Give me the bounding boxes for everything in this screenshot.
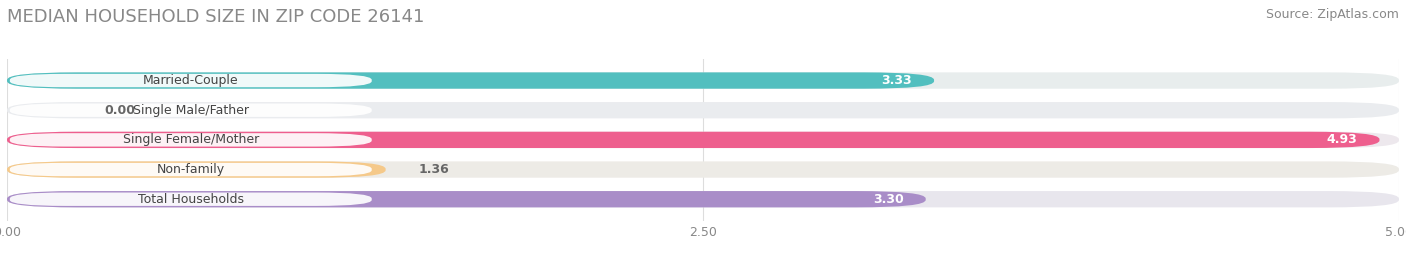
Text: Non-family: Non-family — [156, 163, 225, 176]
FancyBboxPatch shape — [7, 161, 1399, 178]
Text: Source: ZipAtlas.com: Source: ZipAtlas.com — [1265, 8, 1399, 21]
FancyBboxPatch shape — [10, 193, 371, 206]
FancyBboxPatch shape — [10, 74, 371, 87]
Text: 3.33: 3.33 — [882, 74, 912, 87]
Text: 0.00: 0.00 — [104, 104, 135, 117]
FancyBboxPatch shape — [7, 72, 934, 89]
FancyBboxPatch shape — [7, 161, 385, 178]
Text: MEDIAN HOUSEHOLD SIZE IN ZIP CODE 26141: MEDIAN HOUSEHOLD SIZE IN ZIP CODE 26141 — [7, 8, 425, 26]
FancyBboxPatch shape — [7, 72, 1399, 89]
FancyBboxPatch shape — [7, 191, 1399, 207]
Text: Married-Couple: Married-Couple — [143, 74, 239, 87]
Text: Single Male/Father: Single Male/Father — [132, 104, 249, 117]
Text: 4.93: 4.93 — [1326, 133, 1357, 146]
FancyBboxPatch shape — [10, 163, 371, 176]
FancyBboxPatch shape — [10, 133, 371, 147]
Text: Total Households: Total Households — [138, 193, 243, 206]
FancyBboxPatch shape — [7, 191, 925, 207]
FancyBboxPatch shape — [10, 104, 371, 117]
FancyBboxPatch shape — [7, 132, 1399, 148]
FancyBboxPatch shape — [7, 132, 1379, 148]
Text: 1.36: 1.36 — [419, 163, 450, 176]
Text: Single Female/Mother: Single Female/Mother — [122, 133, 259, 146]
FancyBboxPatch shape — [7, 102, 1399, 118]
Text: 3.30: 3.30 — [873, 193, 904, 206]
